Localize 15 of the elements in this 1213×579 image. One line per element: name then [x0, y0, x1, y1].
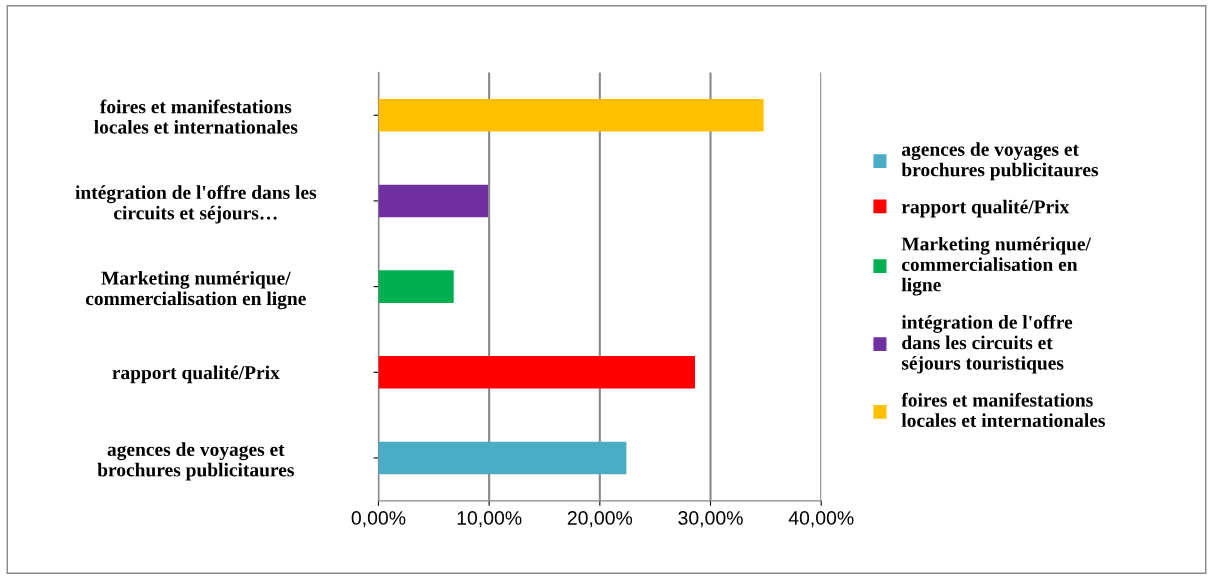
y-tick-label: rapport qualité/Prix: [112, 365, 280, 384]
legend-label: rapport qualité/Prix: [901, 199, 1070, 218]
legend-label: intégration de l'offre dans les circuits et séjours touristiques: [901, 314, 1073, 374]
legend-label: foires et manifestations locales et internationales: [901, 392, 1105, 428]
y-tick-label: intégration de l'offre dans les circuits et séjours…: [75, 185, 317, 224]
y-tick-label: foires et manifestations locales et internationales: [94, 99, 298, 134]
x-tick-label: 30,00%: [678, 511, 743, 528]
y-tick-label: agences de voyages et brochures publicitaures: [97, 442, 294, 481]
legend-label: Marketing numérique/ commercialisation en ligne: [901, 236, 1092, 296]
x-tick-label: 40,00%: [788, 511, 854, 528]
x-tick-label: 10,00%: [457, 511, 522, 528]
legend-label: agences de voyages et brochures publicitaures: [901, 142, 1099, 181]
y-tick-label: Marketing numérique/ commercialisation en ligne: [85, 270, 306, 310]
x-tick-label: 0,00%: [351, 511, 406, 528]
x-tick-label: 20,00%: [567, 511, 633, 528]
